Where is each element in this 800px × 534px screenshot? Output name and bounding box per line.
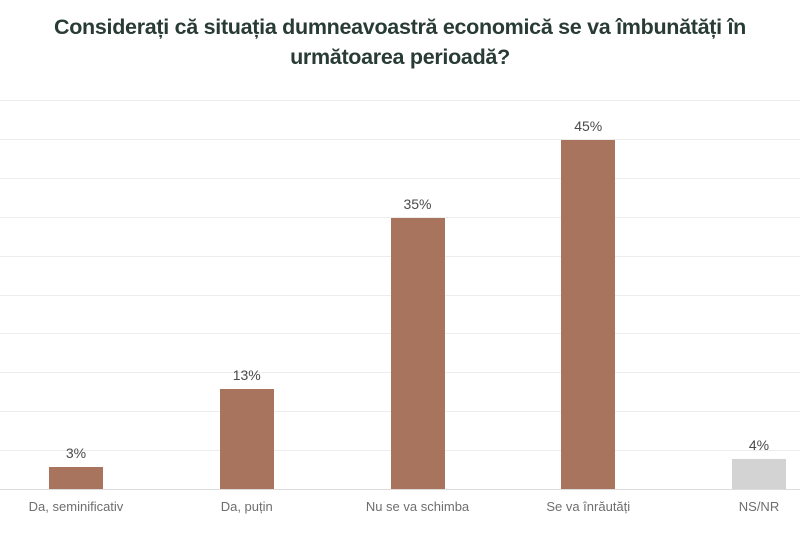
bar-ns-nr	[732, 458, 786, 490]
bar-nu-se-va-schimba	[390, 217, 445, 490]
value-label-se-va-inrautati: 45%	[574, 117, 603, 134]
value-label-da-putin: 13%	[232, 366, 261, 383]
bar-se-va-inrautati	[561, 139, 616, 490]
gridline-40	[0, 177, 800, 179]
gridline-50	[0, 100, 800, 101]
bar-da-seminificativ	[49, 466, 103, 490]
category-label-da-seminificativ: Da, seminificativ	[28, 499, 124, 514]
gridline-35	[0, 216, 800, 218]
gridline-45	[0, 138, 800, 140]
value-label-ns-nr: 4%	[748, 436, 770, 453]
category-label-ns-nr: NS/NR	[738, 499, 780, 514]
value-label-da-seminificativ: 3%	[65, 444, 87, 461]
category-label-nu-se-va-schimba: Nu se va schimba	[365, 499, 470, 514]
bar-da-putin	[219, 388, 274, 490]
x-axis-line	[0, 489, 800, 490]
category-label-da-putin: Da, puțin	[220, 499, 273, 514]
value-label-nu-se-va-schimba: 35%	[403, 195, 432, 212]
category-label-se-va-inrautati: Se va înrăutăți	[546, 499, 631, 514]
chart-title: Considerați că situația dumneavoastră ec…	[53, 15, 746, 69]
